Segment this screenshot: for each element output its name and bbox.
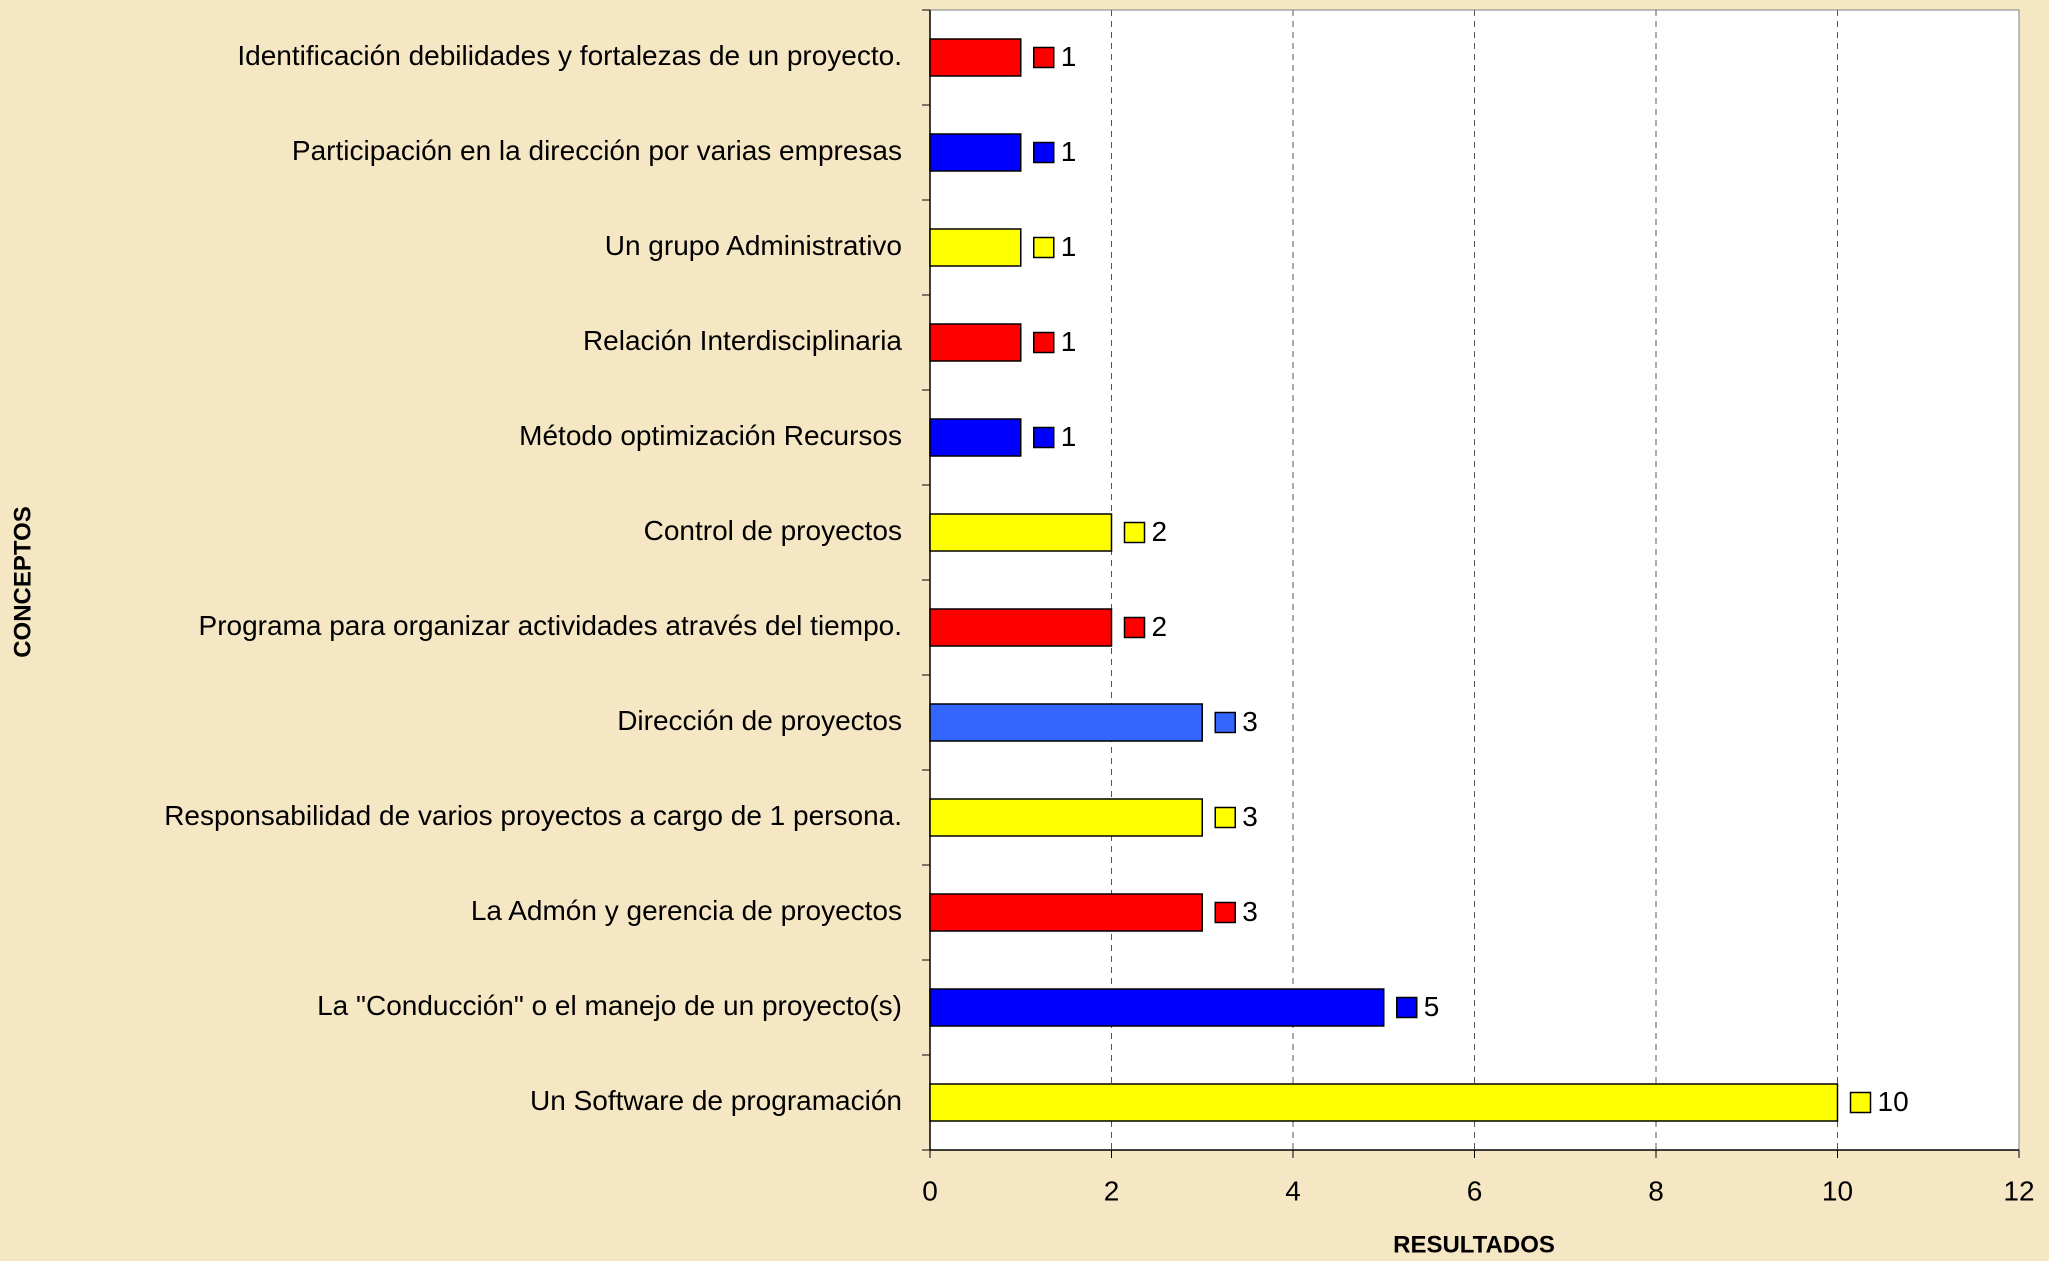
data-label: 3 — [1242, 801, 1258, 832]
legend-key — [1123, 616, 1146, 639]
x-axis-label: RESULTADOS — [1393, 1231, 1555, 1258]
legend-key — [1214, 806, 1236, 829]
bar — [929, 418, 1022, 457]
x-tick-label: 8 — [1648, 1175, 1664, 1206]
legend-key — [1396, 996, 1418, 1019]
y-tick-label: Un Software de programación — [530, 1085, 902, 1116]
bar — [929, 38, 1022, 77]
y-tick-label: Identificación debilidades y fortalezas … — [237, 40, 902, 71]
legend-key — [1033, 426, 1055, 449]
bar — [929, 608, 1113, 647]
y-tick-label: Participación en la dirección por varias… — [292, 135, 902, 166]
bar — [929, 798, 1203, 837]
data-label: 1 — [1061, 231, 1077, 262]
x-tick-label: 12 — [2003, 1175, 2034, 1206]
legend-key — [1033, 331, 1055, 354]
data-label: 10 — [1878, 1086, 1909, 1117]
x-tick-label: 10 — [1822, 1175, 1853, 1206]
y-tick-label: Relación Interdisciplinaria — [583, 325, 902, 356]
data-label: 1 — [1061, 421, 1077, 452]
bar — [929, 893, 1203, 932]
y-tick-label: Responsabilidad de varios proyectos a ca… — [164, 800, 902, 831]
legend-key — [1033, 236, 1055, 259]
data-label: 3 — [1242, 896, 1258, 927]
data-label: 1 — [1061, 136, 1077, 167]
legend-key — [1849, 1091, 1872, 1114]
y-tick-label: La Admón y gerencia de proyectos — [471, 895, 902, 926]
bar — [929, 988, 1385, 1027]
legend-key — [1123, 521, 1146, 544]
y-axis-label: CONCEPTOS — [9, 506, 36, 658]
x-tick-label: 6 — [1467, 1175, 1483, 1206]
x-tick-label: 2 — [1104, 1175, 1120, 1206]
bar — [929, 513, 1113, 552]
x-tick-label: 4 — [1285, 1175, 1301, 1206]
y-tick-label: La "Conducción" o el manejo de un proyec… — [317, 990, 902, 1021]
y-tick-label: Programa para organizar actividades atra… — [199, 610, 902, 641]
x-tick-label: 0 — [922, 1175, 938, 1206]
bar — [929, 703, 1203, 742]
y-tick-label: Método optimización Recursos — [519, 420, 902, 451]
bar — [929, 1083, 1839, 1122]
data-label: 1 — [1061, 326, 1077, 357]
data-label: 2 — [1152, 516, 1168, 547]
bar — [929, 323, 1022, 362]
legend-key — [1214, 901, 1236, 924]
data-label: 5 — [1424, 991, 1440, 1022]
y-tick-label: Dirección de proyectos — [617, 705, 902, 736]
y-tick-label: Control de proyectos — [644, 515, 902, 546]
data-label: 2 — [1152, 611, 1168, 642]
legend-key — [1033, 141, 1055, 164]
bar — [929, 133, 1022, 172]
legend-key — [1033, 46, 1055, 69]
data-label: 1 — [1061, 41, 1077, 72]
bar — [929, 228, 1022, 267]
data-label: 3 — [1242, 706, 1258, 737]
legend-key — [1214, 711, 1236, 734]
y-tick-label: Un grupo Administrativo — [605, 230, 902, 261]
